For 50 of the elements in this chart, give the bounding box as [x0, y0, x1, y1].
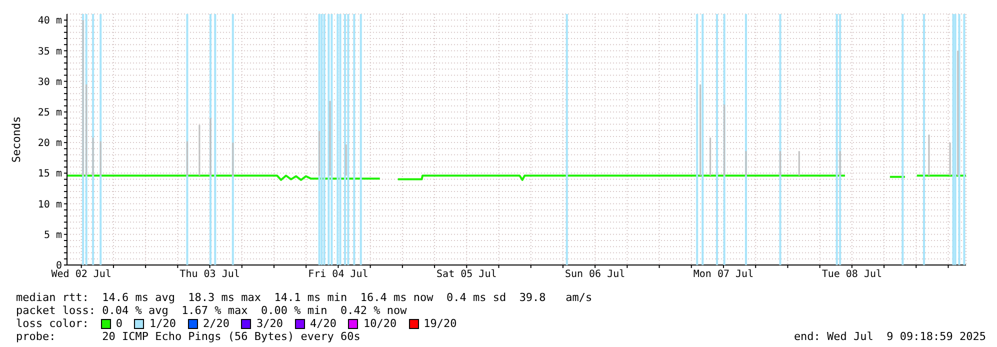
bar [839, 14, 842, 265]
x-tick-label: Tue 08 Jul [822, 269, 882, 280]
text: end: Wed Jul 9 09:18:59 2025 [794, 330, 986, 343]
bar [696, 14, 698, 265]
legend-label: 19/20 [424, 317, 457, 330]
bar [344, 14, 346, 265]
x-tick-label: Sat 05 Jul [436, 269, 497, 280]
bar [214, 14, 216, 265]
bar [330, 14, 333, 265]
bar [716, 14, 718, 265]
bar [339, 14, 342, 265]
bar [902, 14, 904, 265]
y-tick-label: 40 m [38, 16, 62, 27]
text: median rtt: 14.6 ms avg 18.3 ms max 14.1 ms min 16.4 ms now 0.4 ms sd 39.8 am/s [16, 291, 594, 304]
legend-label: 3/20 [256, 317, 283, 330]
y-tick-label: 25 m [38, 108, 62, 118]
legend-label: 10/20 [363, 317, 397, 330]
bar [954, 14, 956, 265]
x-tick-label: Thu 03 Jul [180, 269, 240, 280]
legend-label: 1/20 [149, 317, 176, 330]
bar [779, 14, 782, 265]
legend-label: 4/20 [310, 317, 336, 330]
bar [353, 14, 356, 265]
x-tick-label: Mon 07 Jul [693, 269, 754, 280]
y-axis-title: Seconds [10, 116, 23, 163]
bar [320, 14, 323, 265]
bar [323, 14, 326, 265]
bar [702, 14, 704, 265]
bar [328, 14, 330, 265]
legend-label: 0 [116, 317, 122, 330]
x-tick-label: Wed 02 Jul [51, 269, 112, 280]
bar [347, 14, 350, 265]
y-tick-label: 30 m [38, 76, 62, 88]
x-tick-label: Sun 06 Jul [564, 269, 626, 280]
bar [836, 14, 838, 265]
bar [744, 14, 747, 265]
y-tick-label: 15 m [38, 168, 62, 180]
bar [922, 14, 925, 265]
legend-label: 2/20 [202, 317, 230, 330]
y-tick-label: 35 m [38, 46, 62, 58]
bar [360, 14, 362, 265]
y-tick-label: 10 m [38, 199, 62, 210]
text: probe: 20 ICMP Echo Pings (56 Bytes) every 60s [16, 330, 360, 343]
bar [952, 14, 954, 265]
legend-title: loss color: [16, 317, 89, 330]
x-tick-label: Fri 04 Jul [308, 269, 368, 280]
bar [566, 14, 568, 265]
y-tick-label: 5 m [44, 230, 62, 241]
y-tick-label: 20 m [38, 138, 62, 150]
text: packet loss: 0.04 % avg 1.67 % max 0.00 % min 0.42 % now [16, 304, 408, 317]
